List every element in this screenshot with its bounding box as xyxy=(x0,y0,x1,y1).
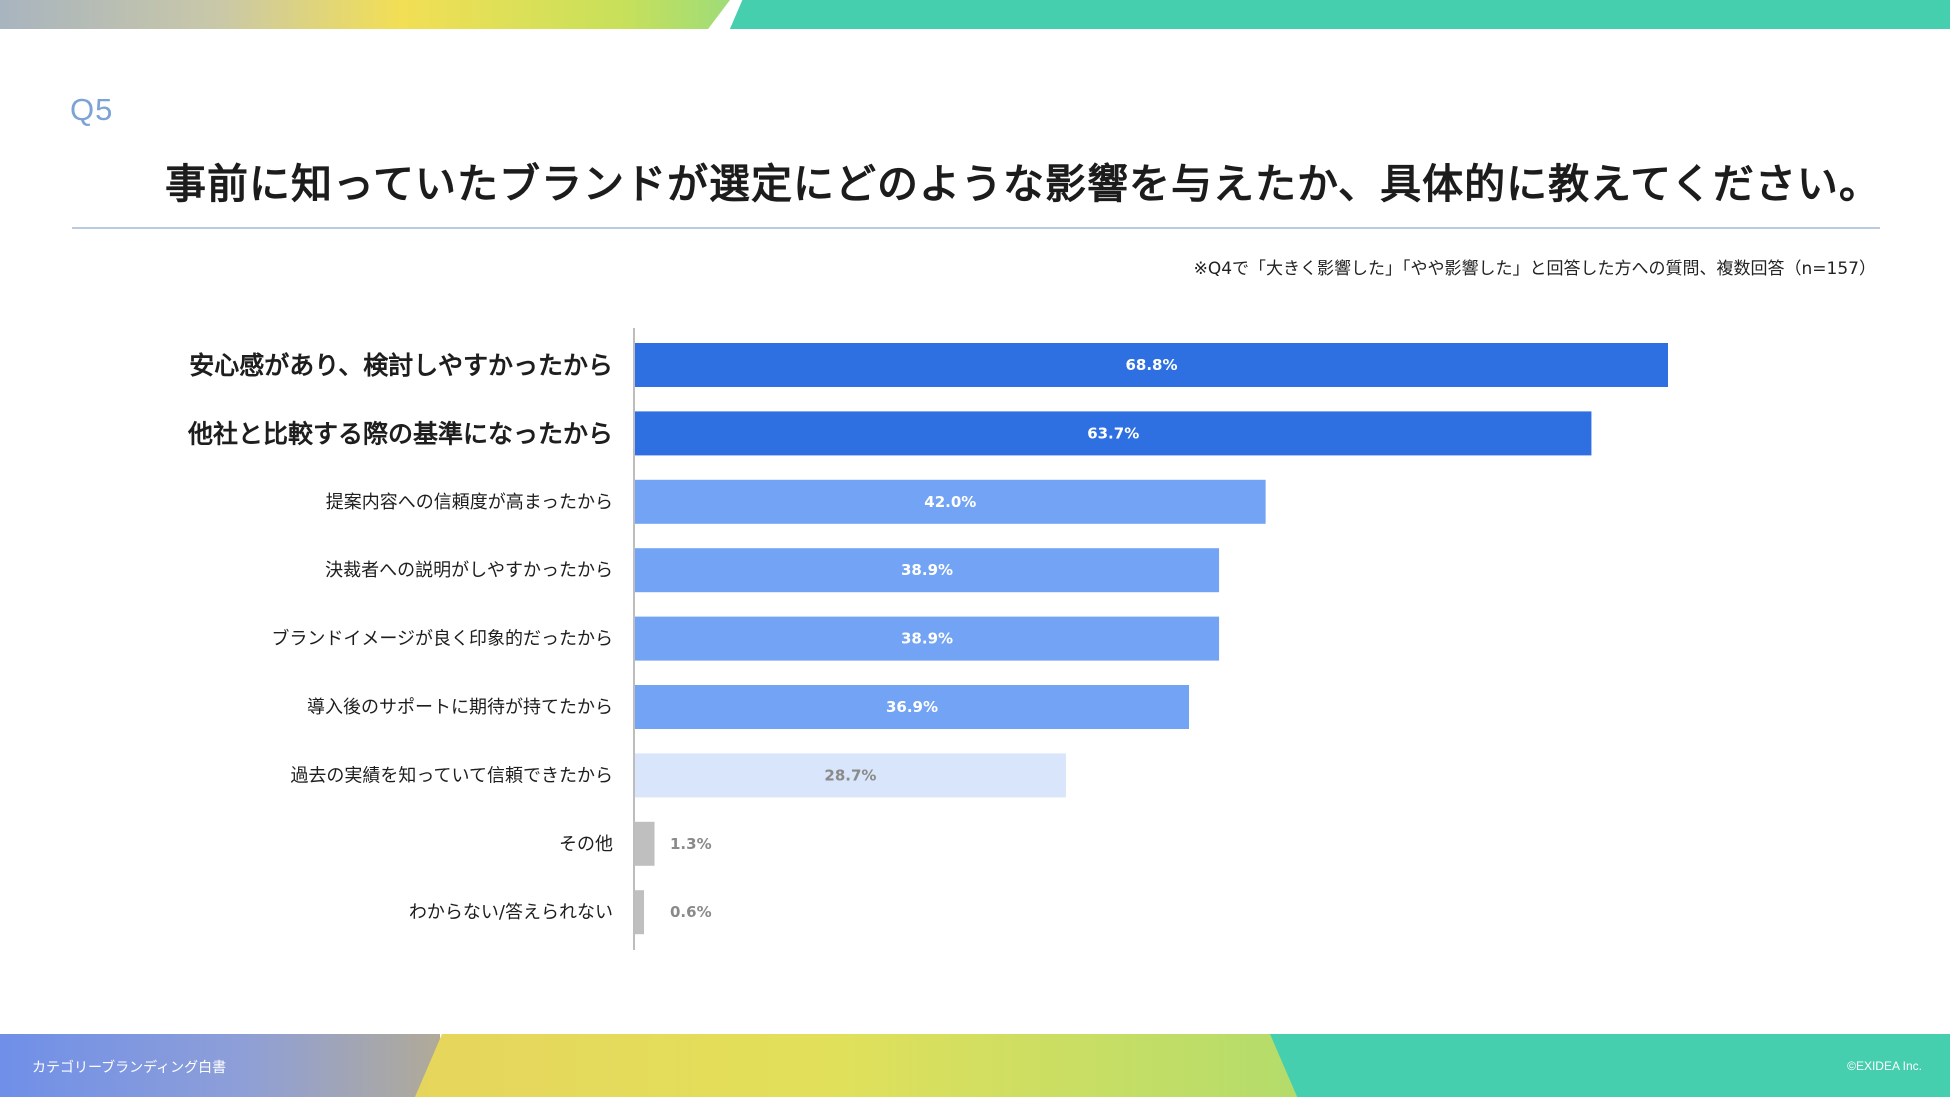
bar-7 xyxy=(635,753,1066,798)
footer-teal-stripe xyxy=(1270,1034,1950,1097)
category-label-1: 安心感があり、検討しやすかったから xyxy=(189,351,613,380)
footer-band xyxy=(0,1034,1950,1097)
category-label-5: ブランドイメージが良く印象的だったから xyxy=(271,628,613,650)
value-label-5: 38.9% xyxy=(901,630,953,648)
footer-yellow-stripe xyxy=(415,1034,1315,1097)
value-label-2: 63.7% xyxy=(1087,424,1139,442)
category-label-8: その他 xyxy=(559,834,613,855)
value-label-7: 28.7% xyxy=(824,766,876,784)
category-label-4: 決裁者への説明がしやすかったから xyxy=(325,560,613,581)
bar-8 xyxy=(635,821,655,866)
horizontal-bar-chart: 安心感があり、検討しやすかったから 68.8% 他社と比較する際の基準になったから 6… xyxy=(187,328,1668,950)
question-number: Q5 xyxy=(70,92,114,127)
top-decorative-band xyxy=(0,0,1950,29)
category-label-6: 導入後のサポートに期待が持てたから xyxy=(307,697,613,718)
bar-5 xyxy=(635,616,1220,661)
category-label-9: わからない/答えられない xyxy=(409,902,613,923)
value-label-8: 1.3% xyxy=(670,835,712,853)
page-title: 事前に知っていたブランドが選定にどのような影響を与えたか、具体的に教えてください… xyxy=(165,160,1881,208)
category-label-7: 過去の実績を知っていて信頼できたから xyxy=(290,765,613,786)
bar-6 xyxy=(635,685,1190,729)
value-label-6: 36.9% xyxy=(886,698,938,716)
category-label-3: 提案内容への信頼度が高まったから xyxy=(326,492,613,513)
value-label-1: 68.8% xyxy=(1125,356,1177,374)
bar-2 xyxy=(635,411,1592,456)
bar-9 xyxy=(635,890,645,935)
value-label-4: 38.9% xyxy=(901,561,953,579)
bar-1 xyxy=(635,343,1668,387)
footer-blue-stripe xyxy=(0,1034,440,1097)
footer-publication-name: カテゴリーブランディング白書 xyxy=(32,1060,227,1076)
title-divider xyxy=(72,227,1880,229)
survey-note: ※Q4で「大きく影響した」「やや影響した」と回答した方への質問、複数回答（n=1… xyxy=(1193,259,1876,279)
bar-4 xyxy=(635,548,1220,593)
bar-3 xyxy=(635,479,1266,524)
footer-copyright: ©EXIDEA Inc. xyxy=(1847,1059,1922,1073)
top-gradient-stripe xyxy=(0,0,730,29)
value-label-9: 0.6% xyxy=(670,903,712,921)
top-teal-stripe xyxy=(729,0,1950,29)
category-label-2: 他社と比較する際の基準になったから xyxy=(187,419,613,448)
value-label-3: 42.0% xyxy=(924,493,976,511)
